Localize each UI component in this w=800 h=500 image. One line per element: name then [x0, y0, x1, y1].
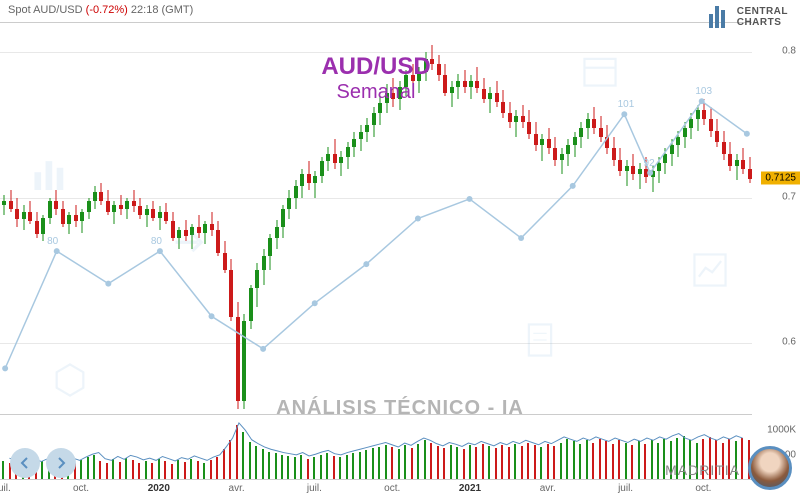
price-chart[interactable]: AUD/USD Semanal 808010192103 [0, 22, 752, 415]
x-tick: juil. [307, 483, 322, 494]
instrument-label: Spot AUD/USD [8, 4, 83, 16]
x-tick: oct. [384, 483, 400, 494]
x-axis: juil. oct. 2020 avr. juil. oct. 2021 avr. juil. o… [0, 480, 752, 500]
y-tick: 0.8 [782, 46, 796, 57]
x-tick: avr. [229, 483, 245, 494]
logo: CENTRAL CHARTS [709, 6, 788, 28]
time-label: 22:18 (GMT) [131, 4, 193, 16]
volume-line-svg [0, 420, 752, 479]
x-tick: avr. [540, 483, 556, 494]
price-y-axis: 0.6 0.7 0.8 0.7125 [752, 22, 800, 415]
current-price-label: 0.7125 [761, 172, 800, 185]
prev-button[interactable] [10, 448, 40, 478]
author-badge: MADRITIA [665, 462, 740, 478]
avatar[interactable] [748, 446, 792, 490]
logo-text: CENTRAL CHARTS [737, 6, 788, 28]
y-tick: 0.7 [782, 191, 796, 202]
next-button[interactable] [46, 448, 76, 478]
volume-chart[interactable] [0, 420, 752, 480]
x-tick: 2021 [459, 483, 481, 494]
secondary-line-svg [0, 23, 752, 414]
logo-icon [709, 6, 731, 28]
x-tick: juil. [0, 483, 11, 494]
header-info: Spot AUD/USD (-0.72%) 22:18 (GMT) [8, 4, 193, 16]
x-tick: oct. [73, 483, 89, 494]
x-tick: oct. [695, 483, 711, 494]
vol-tick: 1000K [767, 425, 796, 436]
x-tick: juil. [618, 483, 633, 494]
y-tick: 0.6 [782, 337, 796, 348]
x-tick: 2020 [148, 483, 170, 494]
change-label: (-0.72%) [86, 4, 128, 16]
